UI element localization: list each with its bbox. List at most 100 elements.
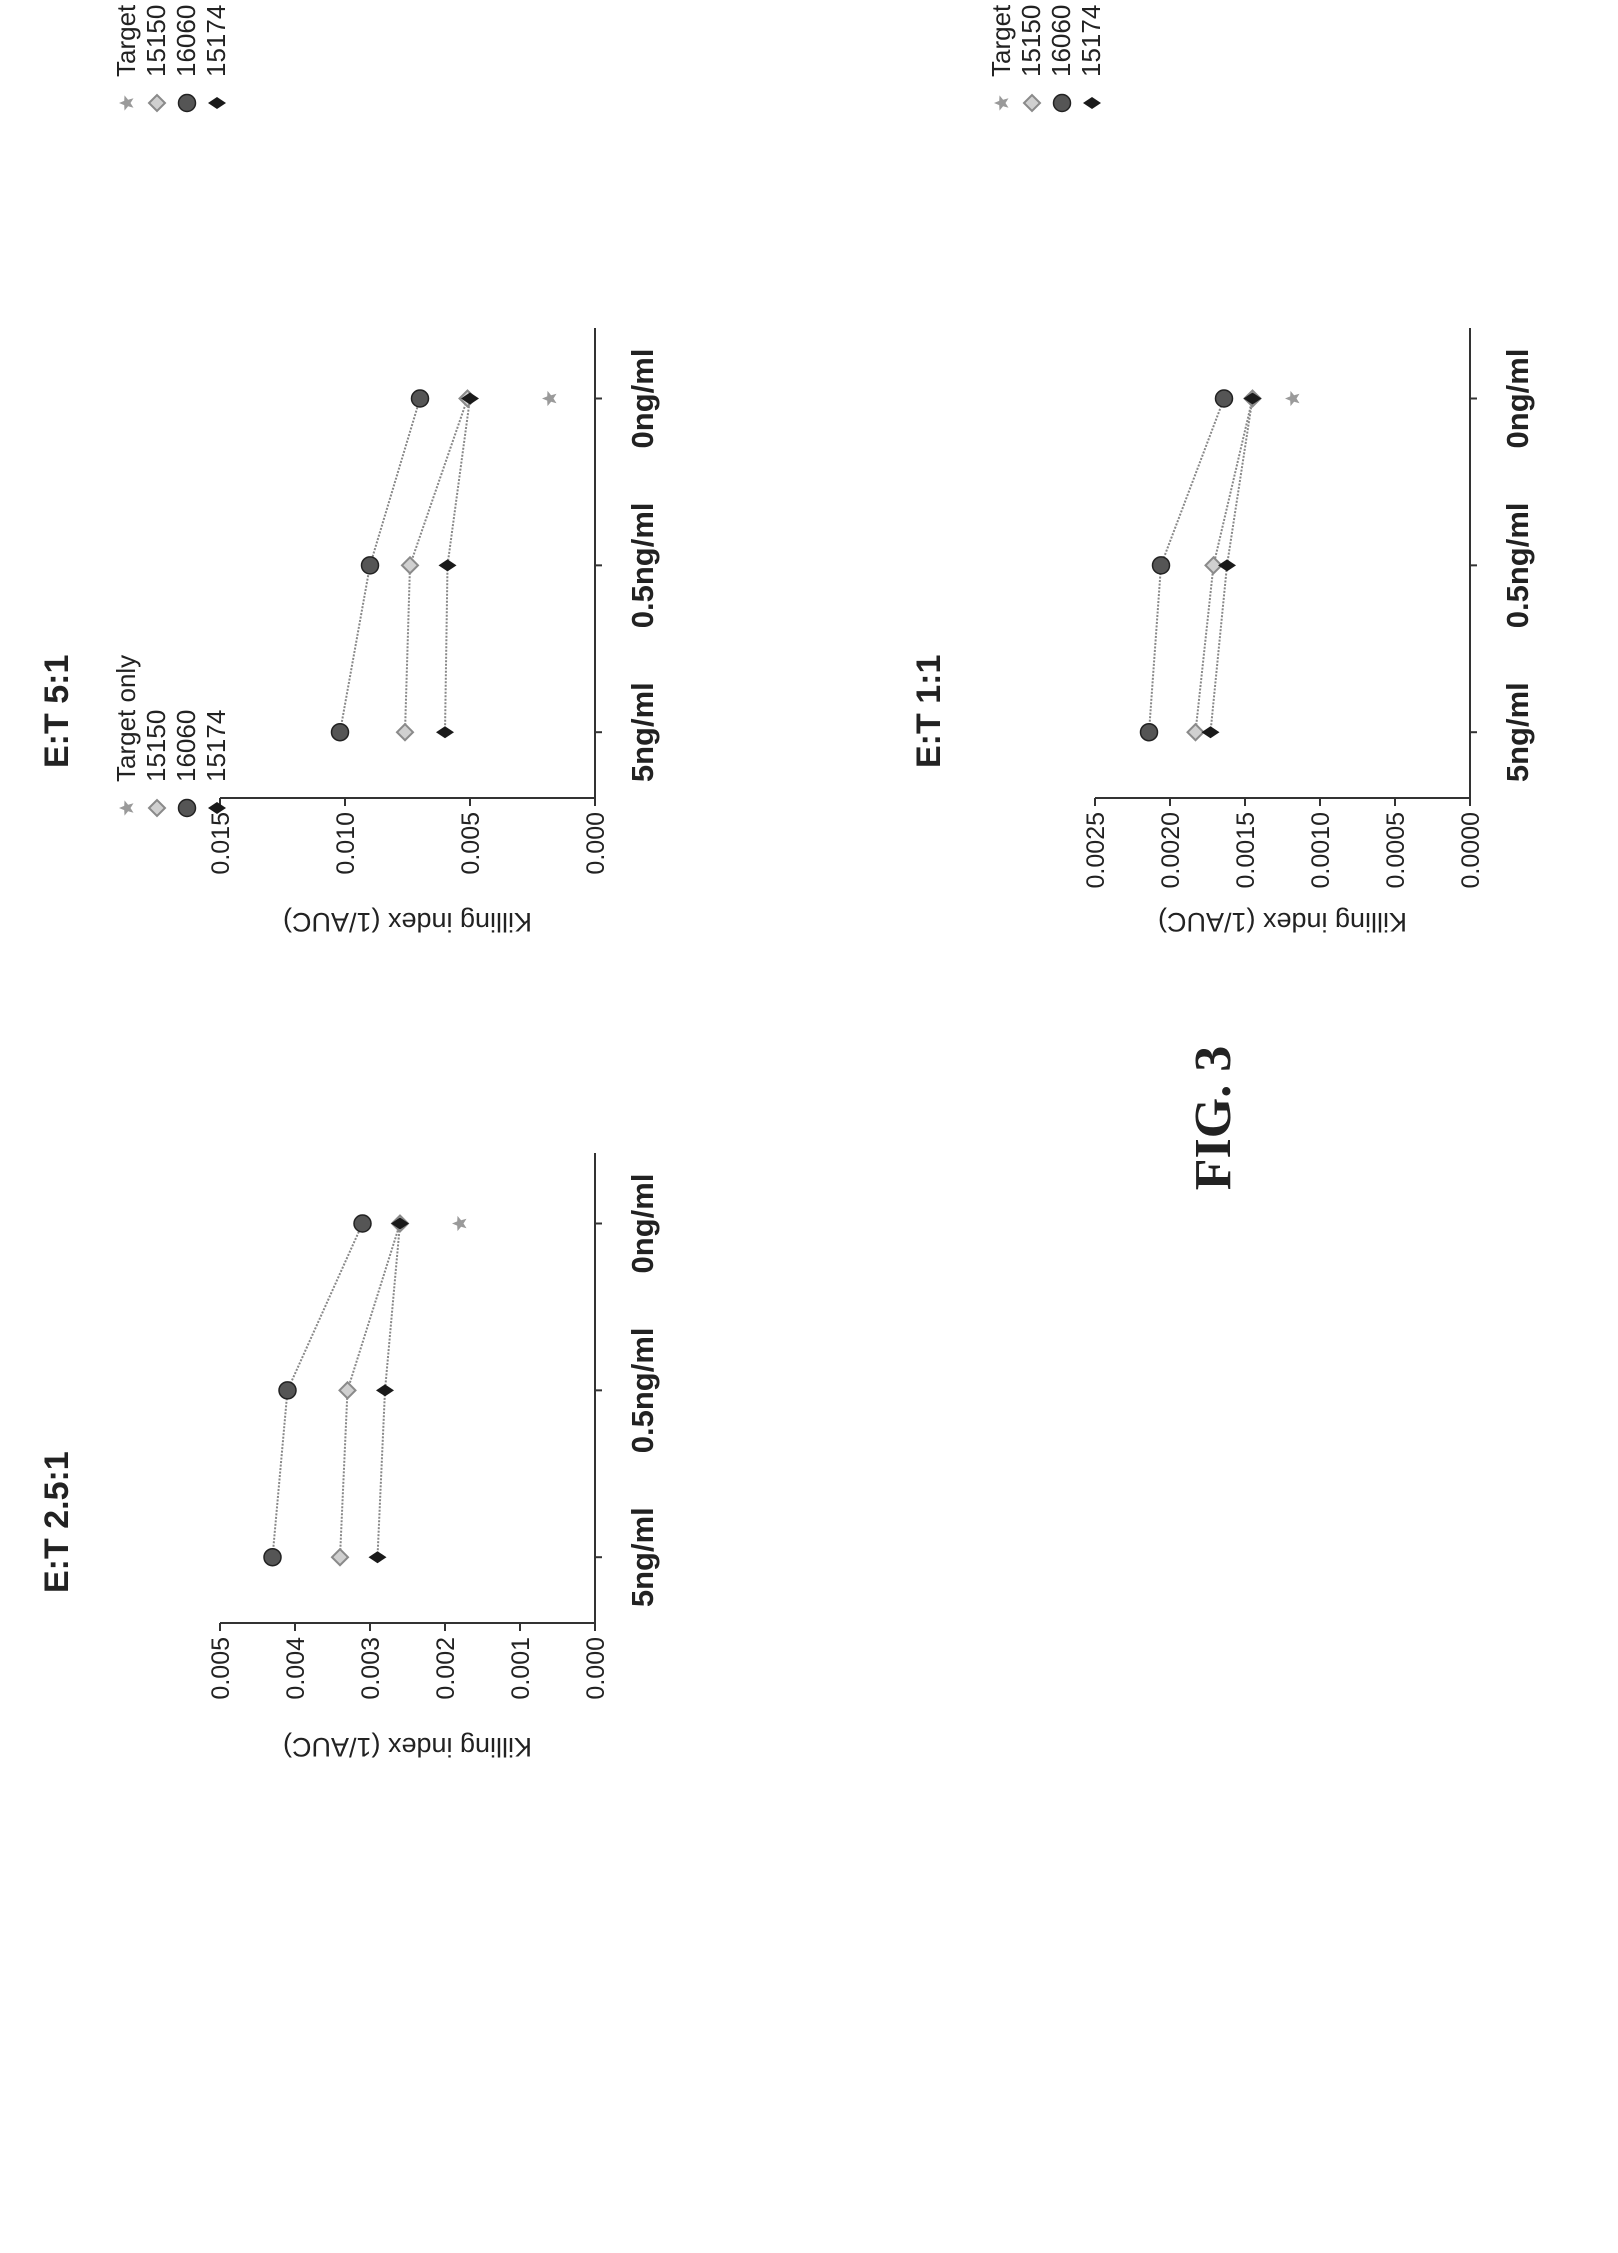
- x-tick-label: 0ng/ml: [1500, 349, 1535, 449]
- panel-et-5-1: E:T 5:1 0.000 0.005 0.010 0.015 Killing index…: [38, 0, 660, 937]
- legend-label: 15150: [141, 710, 171, 782]
- y-tick-label: 0.0000: [1457, 812, 1485, 888]
- series-15174: [1201, 392, 1262, 739]
- legend-item-target-only: Target only: [111, 655, 141, 816]
- legend-marker: [1083, 97, 1101, 109]
- legend-marker: [1022, 93, 1042, 113]
- y-tick-label: 0.002: [432, 1637, 460, 1700]
- data-point: [263, 1547, 282, 1567]
- data-point: [410, 389, 430, 408]
- figure-label: FIG. 3: [1185, 1046, 1242, 1190]
- data-point: [461, 392, 479, 405]
- data-point: [1243, 392, 1262, 405]
- y-tick-label: 0.010: [332, 812, 360, 875]
- legend-label: 15150: [1016, 5, 1046, 77]
- series-16060: [1139, 389, 1234, 742]
- legend-label: Target only: [111, 655, 141, 782]
- x-tick-label: 0.5ng/ml: [625, 1327, 660, 1453]
- legend-item-15174: 15174: [1076, 5, 1106, 109]
- legend-label: 15174: [201, 5, 231, 77]
- legend-marker: [208, 802, 226, 814]
- legend-item-target-only: Target only: [111, 0, 141, 111]
- data-point: [542, 390, 557, 407]
- y-tick-label: 0.0025: [1082, 812, 1110, 888]
- data-point: [330, 1547, 350, 1567]
- data-point: [438, 559, 457, 572]
- legend-marker: [177, 93, 197, 113]
- legend-item-15174: 15174: [201, 710, 231, 814]
- legend-item-15150: 15150: [141, 5, 171, 113]
- data-point: [360, 556, 380, 575]
- panel-et-1-1: E:T 1:1 0.0000 0.0005 0.0010 0.0015 0.0020 0.0…: [910, 0, 1535, 937]
- legend-marker: [177, 798, 197, 818]
- y-tick-label: 0.015: [207, 812, 235, 875]
- legend-marker: [147, 798, 167, 818]
- legend-label: 15174: [201, 710, 231, 782]
- y-tick-label: 0.005: [207, 1637, 235, 1700]
- series-target-only: [1285, 390, 1300, 407]
- data-point: [376, 1384, 394, 1397]
- data-point: [1214, 389, 1234, 408]
- legend-marker: [208, 97, 226, 109]
- data-point: [1285, 390, 1300, 407]
- legend-item-target-only: Target only: [986, 0, 1016, 111]
- legend-label: Target only: [111, 0, 141, 77]
- legend-marker: [994, 95, 1009, 111]
- legend-label: 15174: [1076, 5, 1106, 77]
- legend-label: 16060: [171, 5, 201, 77]
- legend-marker: [147, 93, 167, 113]
- chart-title: E:T 1:1: [910, 655, 948, 768]
- series-line-15150: [404, 398, 469, 733]
- x-tick-label: 5ng/ml: [1500, 682, 1535, 782]
- data-point: [330, 722, 350, 742]
- x-tick-label: 5ng/ml: [625, 682, 660, 782]
- data-point: [1186, 722, 1205, 742]
- legend-marker: [119, 800, 134, 816]
- chart-title: E:T 2.5:1: [38, 1451, 76, 1593]
- series-15174: [368, 1217, 409, 1564]
- y-axis-label: Killing index (1/AUC): [1158, 907, 1407, 937]
- series-15150: [330, 1214, 410, 1567]
- x-tick-label: 0.5ng/ml: [1500, 502, 1535, 628]
- legend-label: 16060: [1046, 5, 1076, 77]
- series-16060: [330, 389, 430, 742]
- x-tick-label: 0ng/ml: [625, 1174, 660, 1274]
- data-point: [353, 1214, 372, 1233]
- y-axis-label: Killing index (1/AUC): [283, 907, 532, 937]
- legend-item-15174: 15174: [201, 5, 231, 109]
- series-15150: [1186, 389, 1262, 742]
- data-point: [452, 1215, 467, 1232]
- series-15150: [395, 389, 477, 742]
- data-point: [1151, 556, 1171, 575]
- x-tick-label: 0.5ng/ml: [625, 502, 660, 628]
- data-point: [391, 1217, 409, 1230]
- series-target-only: [452, 1215, 467, 1232]
- y-tick-label: 0.0015: [1232, 812, 1260, 888]
- legend-label: 16060: [171, 710, 201, 782]
- series-target-only: [542, 390, 557, 407]
- data-point: [1218, 559, 1236, 572]
- y-tick-label: 0.0010: [1307, 812, 1335, 888]
- legend-item-16060: 16060: [171, 710, 201, 818]
- legend-item-16060: 16060: [171, 5, 201, 113]
- legend-marker: [119, 95, 134, 111]
- y-tick-label: 0.000: [582, 1637, 610, 1700]
- data-point: [278, 1381, 297, 1400]
- legend-marker: [1052, 93, 1072, 113]
- data-point: [436, 726, 454, 739]
- y-tick-label: 0.000: [582, 812, 610, 875]
- y-tick-label: 0.001: [507, 1637, 535, 1700]
- y-tick-label: 0.004: [282, 1637, 310, 1700]
- data-point: [400, 555, 420, 575]
- data-point: [1201, 726, 1220, 739]
- chart-title: E:T 5:1: [38, 655, 76, 768]
- legend-item-15150: 15150: [141, 710, 171, 818]
- series-15174: [436, 392, 479, 739]
- legend-label: Target only: [986, 0, 1016, 77]
- legend-item-15150: 15150: [1016, 5, 1046, 113]
- data-point: [368, 1551, 387, 1564]
- data-point: [1139, 722, 1159, 742]
- x-tick-label: 5ng/ml: [625, 1507, 660, 1607]
